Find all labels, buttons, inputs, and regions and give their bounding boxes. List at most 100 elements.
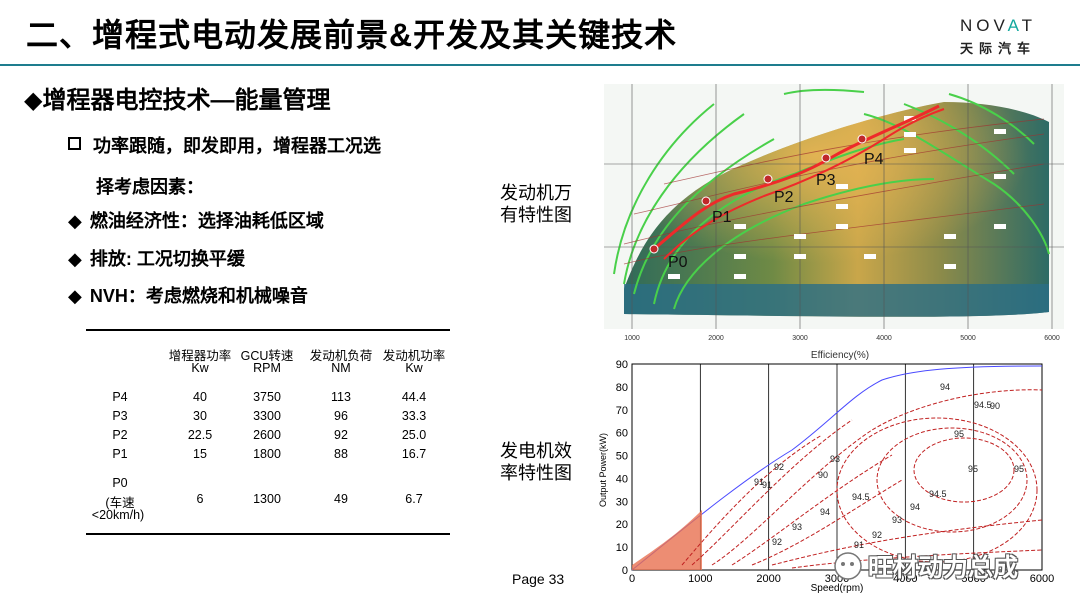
diamond-bullet-icon: ◆ [68, 286, 82, 306]
engine-map-hot-zone [624, 102, 1049, 317]
x-tick-label: 2000 [756, 573, 780, 585]
x-tick-label: 1000 [688, 573, 712, 585]
table-row-name: P3 [112, 409, 128, 423]
section-title: ◆增程器电控技术—能量管理 [24, 87, 331, 114]
table-cell: 16.7 [401, 447, 427, 461]
contour-label: 94 [820, 507, 830, 517]
contour-label: 94.5 [974, 400, 992, 410]
table-cell: 30 [193, 409, 207, 423]
engine-map-figure: P0 P1 P2 P3 P4 1000 2000 3000 4000 5000 6000 Effi… [604, 84, 1064, 361]
contour-label: 92 [872, 530, 882, 540]
x-tick-label: 2000 [708, 335, 724, 342]
logo-chinese: 天际汽车 [959, 41, 1036, 56]
table-header: 增程器功率 [168, 349, 232, 363]
contour-label: 91 [762, 480, 772, 490]
operating-point-label: P3 [816, 172, 836, 189]
y-tick-label: 70 [616, 405, 628, 417]
table-header: GCU转速 [240, 349, 294, 363]
y-tick-label: 0 [622, 565, 628, 577]
table-cell: 113 [331, 390, 351, 404]
table-row-note: (车速 [105, 496, 135, 510]
torque-contours [623, 118, 1045, 265]
table-cell: 6 [196, 492, 204, 506]
contour-label: 94.5 [852, 492, 870, 502]
y-tick-label: 40 [616, 473, 628, 485]
contour-label: 95 [1014, 464, 1024, 474]
table-cell: 1800 [253, 447, 281, 461]
generator-map-gridlines [699, 364, 975, 570]
diamond-bullet-icon: ◆ [68, 211, 82, 231]
table-row-name: P0 [112, 476, 128, 490]
table-header-unit: Kw [405, 361, 423, 375]
y-tick-label: 20 [616, 519, 628, 531]
contour-label: 91 [754, 477, 764, 487]
table-cell: 22.5 [187, 428, 213, 442]
watermark-badge [834, 552, 862, 580]
table-cell: 40 [193, 390, 207, 404]
engine-map-x-ticks: 1000 2000 3000 4000 5000 6000 [624, 335, 1060, 342]
contour-labels: 9494.595959594.5949392919094.59493929190… [754, 382, 1024, 550]
table-cell: 96 [334, 409, 348, 423]
low-speed-region [632, 510, 702, 570]
contour-label: 94.5 [929, 489, 947, 499]
table-cell: 3300 [253, 409, 281, 423]
engine-map-caption: 发动机万 有特性图 [500, 183, 572, 225]
page-title: 二、增程式电动发展前景&开发及其关键技术 [26, 17, 678, 53]
bullet-fuel-economy: ◆ 燃油经济性：选择油耗低区域 [68, 211, 324, 231]
contour-label: 95 [954, 429, 964, 439]
table-cell: 44.4 [401, 390, 427, 404]
engine-map-gridlines [604, 84, 1064, 329]
table-cell: 6.7 [405, 492, 423, 506]
bullet-nvh: ◆ NVH：考虑燃烧和机械噪音 [68, 286, 308, 306]
generator-map-caption: 发电机效 率特性图 [500, 441, 572, 483]
table-bottom-rule [86, 533, 450, 535]
table-cell: 3750 [253, 390, 281, 404]
bsfc-contours [613, 88, 1050, 310]
brand-logo: NOVAT 天际汽车 [942, 16, 1054, 57]
contour-label: 90 [990, 401, 1000, 411]
x-tick-label: 0 [629, 573, 635, 585]
x-tick-label: 1000 [624, 335, 640, 342]
x-tick-label: 4000 [893, 573, 917, 585]
contour-label: 91 [854, 540, 864, 550]
operating-point-label: P1 [712, 209, 732, 226]
y-tick-label: 50 [616, 451, 628, 463]
table-row-name: P4 [112, 390, 128, 404]
table-header: 发动机功率 [382, 349, 446, 363]
x-tick-label: 5000 [960, 335, 976, 342]
table-row-note: <20km/h) [91, 508, 145, 522]
contour-label: 93 [792, 522, 802, 532]
operating-line [653, 104, 940, 251]
table-cell: 1300 [253, 492, 281, 506]
table-cell: 88 [334, 447, 348, 461]
y-tick-label: 90 [616, 360, 628, 371]
contour-label: 94 [940, 382, 950, 392]
contour-label: 93 [830, 454, 840, 464]
table-cell: 2600 [253, 428, 281, 442]
engine-map-x-label: Efficiency(%) [811, 350, 869, 361]
table-row-name: P2 [112, 428, 128, 442]
operating-point-label: P2 [774, 189, 794, 206]
x-tick-label: 4000 [876, 335, 892, 342]
contour-label: 90 [818, 470, 828, 480]
table-header-unit: RPM [253, 361, 281, 375]
bullet-power-following: 功率跟随，即发即用，增程器工况选 [68, 132, 381, 158]
contour-label: 95 [968, 464, 978, 474]
table-top-rule [86, 329, 450, 331]
page-number: Page 33 [512, 571, 565, 587]
operating-point-marker [763, 174, 773, 184]
x-tick-label: 6000 [1030, 573, 1054, 585]
y-tick-label: 30 [616, 496, 628, 508]
table-cell: 15 [193, 447, 207, 461]
generator-map-x-ticks: 0 1000 2000 3000 4000 5000 6000 [629, 573, 1054, 585]
operating-point-label: P4 [864, 151, 884, 168]
generator-map-y-ticks: 0 10 20 30 40 50 60 70 80 90 [616, 360, 628, 577]
x-tick-label: 5000 [961, 573, 985, 585]
generator-map-y-label: Output Power(kW) [598, 433, 608, 507]
bullet-emissions: ◆ 排放: 工况切换平缓 [68, 249, 245, 269]
table-cell: 25.0 [401, 428, 427, 442]
contour-label: 92 [772, 537, 782, 547]
bullet-power-following-cont: 择考虑因素： [96, 177, 204, 197]
operating-point-marker [649, 244, 659, 254]
y-tick-label: 80 [616, 382, 628, 394]
